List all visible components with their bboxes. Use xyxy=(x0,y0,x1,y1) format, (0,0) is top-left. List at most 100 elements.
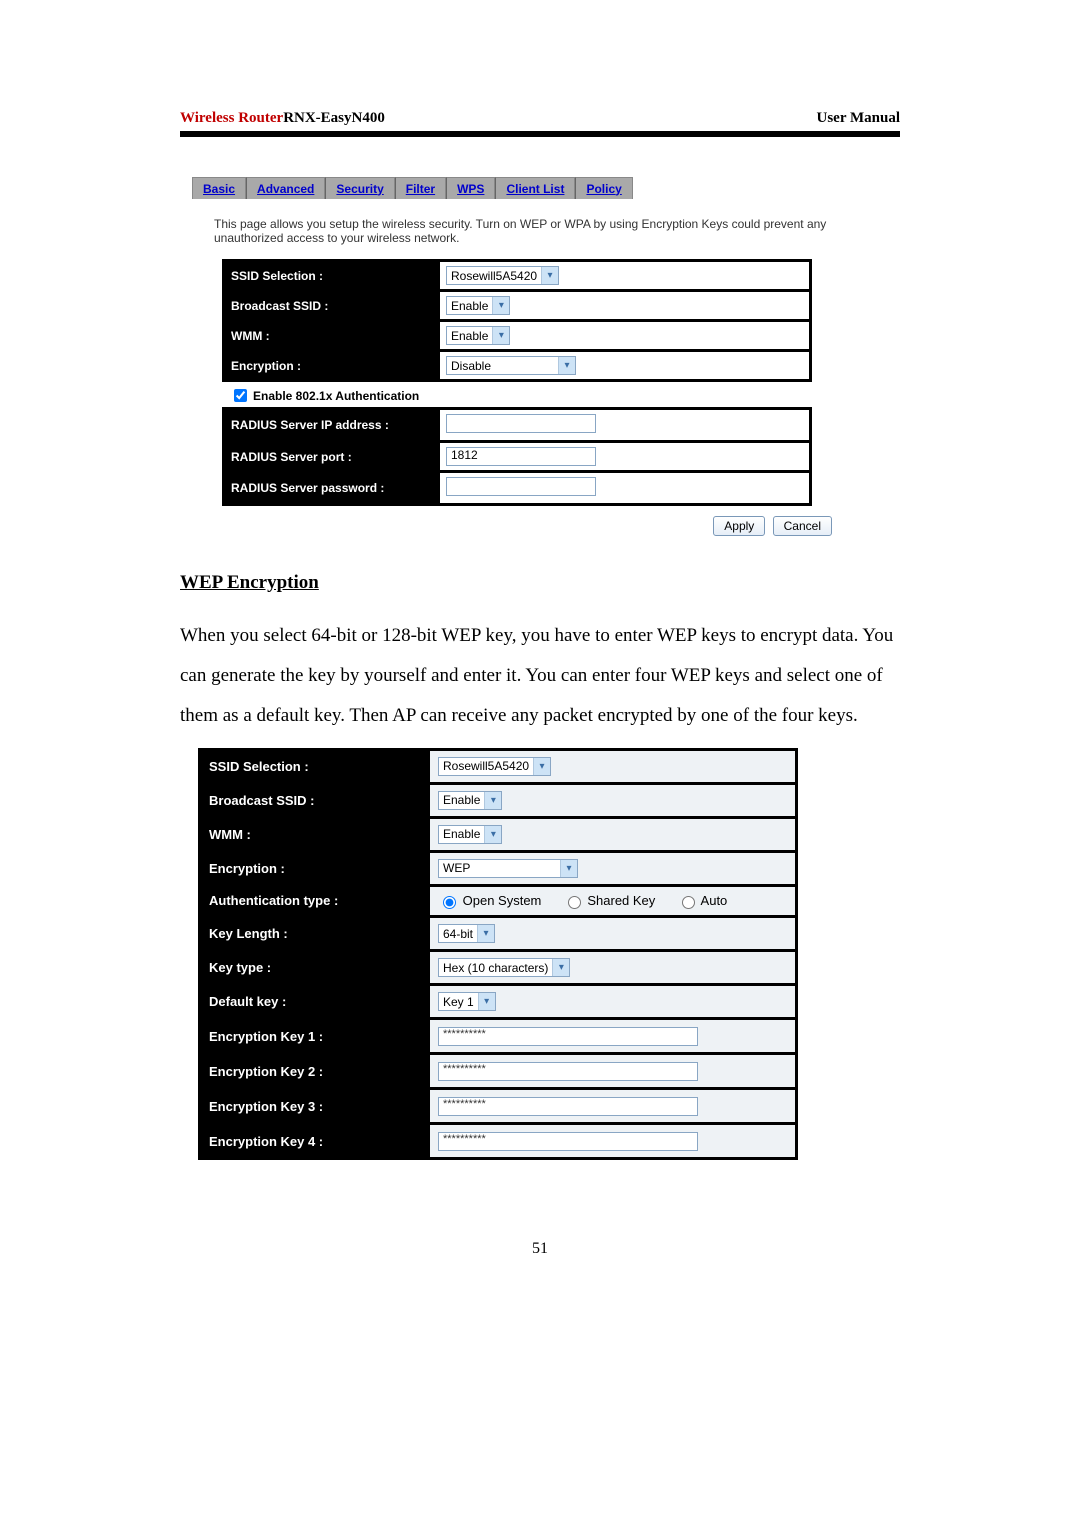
label2-wmm: WMM : xyxy=(200,817,429,851)
chevron-down-icon: ▾ xyxy=(552,959,569,976)
auth-shared-key[interactable]: Shared Key xyxy=(563,893,656,908)
radius-port-input[interactable]: 1812 xyxy=(446,447,596,466)
button-row: Apply Cancel xyxy=(192,516,832,536)
enc-key3-input[interactable]: ********** xyxy=(438,1097,698,1116)
header-left: Wireless RouterRNX-EasyN400 xyxy=(180,110,385,127)
row2-wmm: WMM : Enable ▾ xyxy=(200,817,797,851)
tab-security[interactable]: Security xyxy=(325,177,394,199)
label2-broadcast-ssid: Broadcast SSID : xyxy=(200,783,429,817)
tab-policy[interactable]: Policy xyxy=(575,177,632,199)
wmm-dropdown-2[interactable]: Enable ▾ xyxy=(438,825,502,844)
enable-8021x-checkbox[interactable] xyxy=(234,389,247,402)
tab-basic[interactable]: Basic xyxy=(192,177,246,199)
chevron-down-icon: ▾ xyxy=(492,327,509,344)
page-container: Wireless RouterRNX-EasyN400 User Manual … xyxy=(0,0,1080,1318)
label2-ssid-selection: SSID Selection : xyxy=(200,749,429,783)
body-paragraph: When you select 64-bit or 128-bit WEP ke… xyxy=(180,616,900,736)
apply-button[interactable]: Apply xyxy=(713,516,765,536)
label2-auth-type: Authentication type : xyxy=(200,885,429,917)
config-table-1: SSID Selection : Rosewill5A5420 ▾ Broadc… xyxy=(222,259,812,382)
encryption-dropdown[interactable]: Disable ▾ xyxy=(446,356,576,375)
row2-broadcast-ssid: Broadcast SSID : Enable ▾ xyxy=(200,783,797,817)
auth-auto-label: Auto xyxy=(701,893,728,908)
product-prefix: Wireless Router xyxy=(180,110,283,126)
enable-8021x-row: Enable 802.1x Authentication xyxy=(230,386,900,405)
chevron-down-icon: ▾ xyxy=(478,993,495,1010)
label2-encryption: Encryption : xyxy=(200,851,429,885)
row2-ssid-selection: SSID Selection : Rosewill5A5420 ▾ xyxy=(200,749,797,783)
wmm-dropdown[interactable]: Enable ▾ xyxy=(446,326,510,345)
product-model: RNX-EasyN400 xyxy=(283,110,385,126)
row2-enc-key4: Encryption Key 4 : ********** xyxy=(200,1124,797,1159)
cancel-button[interactable]: Cancel xyxy=(773,516,832,536)
broadcast-ssid-dropdown[interactable]: Enable ▾ xyxy=(446,296,510,315)
label-wmm: WMM : xyxy=(224,321,439,351)
row2-enc-key3: Encryption Key 3 : ********** xyxy=(200,1089,797,1124)
doc-title: User Manual xyxy=(817,110,900,127)
tab-client-list[interactable]: Client List xyxy=(495,177,575,199)
security-screenshot-1: Basic Advanced Security Filter WPS Clien… xyxy=(192,177,900,536)
key-type-dropdown[interactable]: Hex (10 characters) ▾ xyxy=(438,958,570,977)
auth-open-system-label: Open System xyxy=(463,893,542,908)
tab-advanced[interactable]: Advanced xyxy=(246,177,325,199)
radius-table: RADIUS Server IP address : RADIUS Server… xyxy=(222,407,812,506)
enc-key4-input[interactable]: ********** xyxy=(438,1132,698,1151)
row-radius-ip: RADIUS Server IP address : xyxy=(224,409,811,442)
auth-auto[interactable]: Auto xyxy=(677,893,728,908)
page-number: 51 xyxy=(180,1240,900,1258)
broadcast-ssid-value: Enable xyxy=(447,299,492,313)
row2-encryption: Encryption : WEP ▾ xyxy=(200,851,797,885)
enc-key2-input[interactable]: ********** xyxy=(438,1062,698,1081)
intro-text: This page allows you setup the wireless … xyxy=(214,217,890,245)
encryption-value-2: WEP xyxy=(439,861,474,875)
row-broadcast-ssid: Broadcast SSID : Enable ▾ xyxy=(224,291,811,321)
row2-enc-key1: Encryption Key 1 : ********** xyxy=(200,1019,797,1054)
enc-key1-input[interactable]: ********** xyxy=(438,1027,698,1046)
label2-default-key: Default key : xyxy=(200,985,429,1019)
label-encryption: Encryption : xyxy=(224,351,439,381)
key-length-value: 64-bit xyxy=(439,927,477,941)
row2-key-length: Key Length : 64-bit ▾ xyxy=(200,917,797,951)
page-header: Wireless RouterRNX-EasyN400 User Manual xyxy=(180,110,900,127)
chevron-down-icon: ▾ xyxy=(492,297,509,314)
label2-enc-key1: Encryption Key 1 : xyxy=(200,1019,429,1054)
auth-type-radios: Open System Shared Key Auto xyxy=(438,894,745,908)
label2-enc-key4: Encryption Key 4 : xyxy=(200,1124,429,1159)
ssid-selection-dropdown-2[interactable]: Rosewill5A5420 ▾ xyxy=(438,757,551,776)
encryption-value: Disable xyxy=(447,359,495,373)
label-radius-port: RADIUS Server port : xyxy=(224,442,439,472)
radius-ip-input[interactable] xyxy=(446,414,596,433)
section-heading: WEP Encryption xyxy=(180,572,900,594)
row-encryption: Encryption : Disable ▾ xyxy=(224,351,811,381)
radius-pw-input[interactable] xyxy=(446,477,596,496)
row-radius-pw: RADIUS Server password : xyxy=(224,472,811,505)
label-broadcast-ssid: Broadcast SSID : xyxy=(224,291,439,321)
ssid-selection-value: Rosewill5A5420 xyxy=(447,269,541,283)
broadcast-ssid-value-2: Enable xyxy=(439,793,484,807)
chevron-down-icon: ▾ xyxy=(477,925,494,942)
row2-auth-type: Authentication type : Open System Shared… xyxy=(200,885,797,917)
row-wmm: WMM : Enable ▾ xyxy=(224,321,811,351)
auth-open-system[interactable]: Open System xyxy=(438,893,541,908)
ssid-selection-value-2: Rosewill5A5420 xyxy=(439,759,533,773)
header-rule xyxy=(180,131,900,137)
tab-filter[interactable]: Filter xyxy=(395,177,446,199)
row-radius-port: RADIUS Server port : 1812 xyxy=(224,442,811,472)
security-screenshot-2: SSID Selection : Rosewill5A5420 ▾ Broadc… xyxy=(180,748,900,1161)
row2-default-key: Default key : Key 1 ▾ xyxy=(200,985,797,1019)
tab-wps[interactable]: WPS xyxy=(446,177,495,199)
ssid-selection-dropdown[interactable]: Rosewill5A5420 ▾ xyxy=(446,266,559,285)
wmm-value: Enable xyxy=(447,329,492,343)
row2-key-type: Key type : Hex (10 characters) ▾ xyxy=(200,951,797,985)
default-key-value: Key 1 xyxy=(439,995,478,1009)
default-key-dropdown[interactable]: Key 1 ▾ xyxy=(438,992,496,1011)
label2-enc-key2: Encryption Key 2 : xyxy=(200,1054,429,1089)
config-table-2: SSID Selection : Rosewill5A5420 ▾ Broadc… xyxy=(198,748,798,1161)
key-type-value: Hex (10 characters) xyxy=(439,961,552,975)
broadcast-ssid-dropdown-2[interactable]: Enable ▾ xyxy=(438,791,502,810)
key-length-dropdown[interactable]: 64-bit ▾ xyxy=(438,924,495,943)
label2-key-length: Key Length : xyxy=(200,917,429,951)
label-ssid-selection: SSID Selection : xyxy=(224,261,439,291)
encryption-dropdown-2[interactable]: WEP ▾ xyxy=(438,859,578,878)
tab-bar: Basic Advanced Security Filter WPS Clien… xyxy=(192,177,900,199)
